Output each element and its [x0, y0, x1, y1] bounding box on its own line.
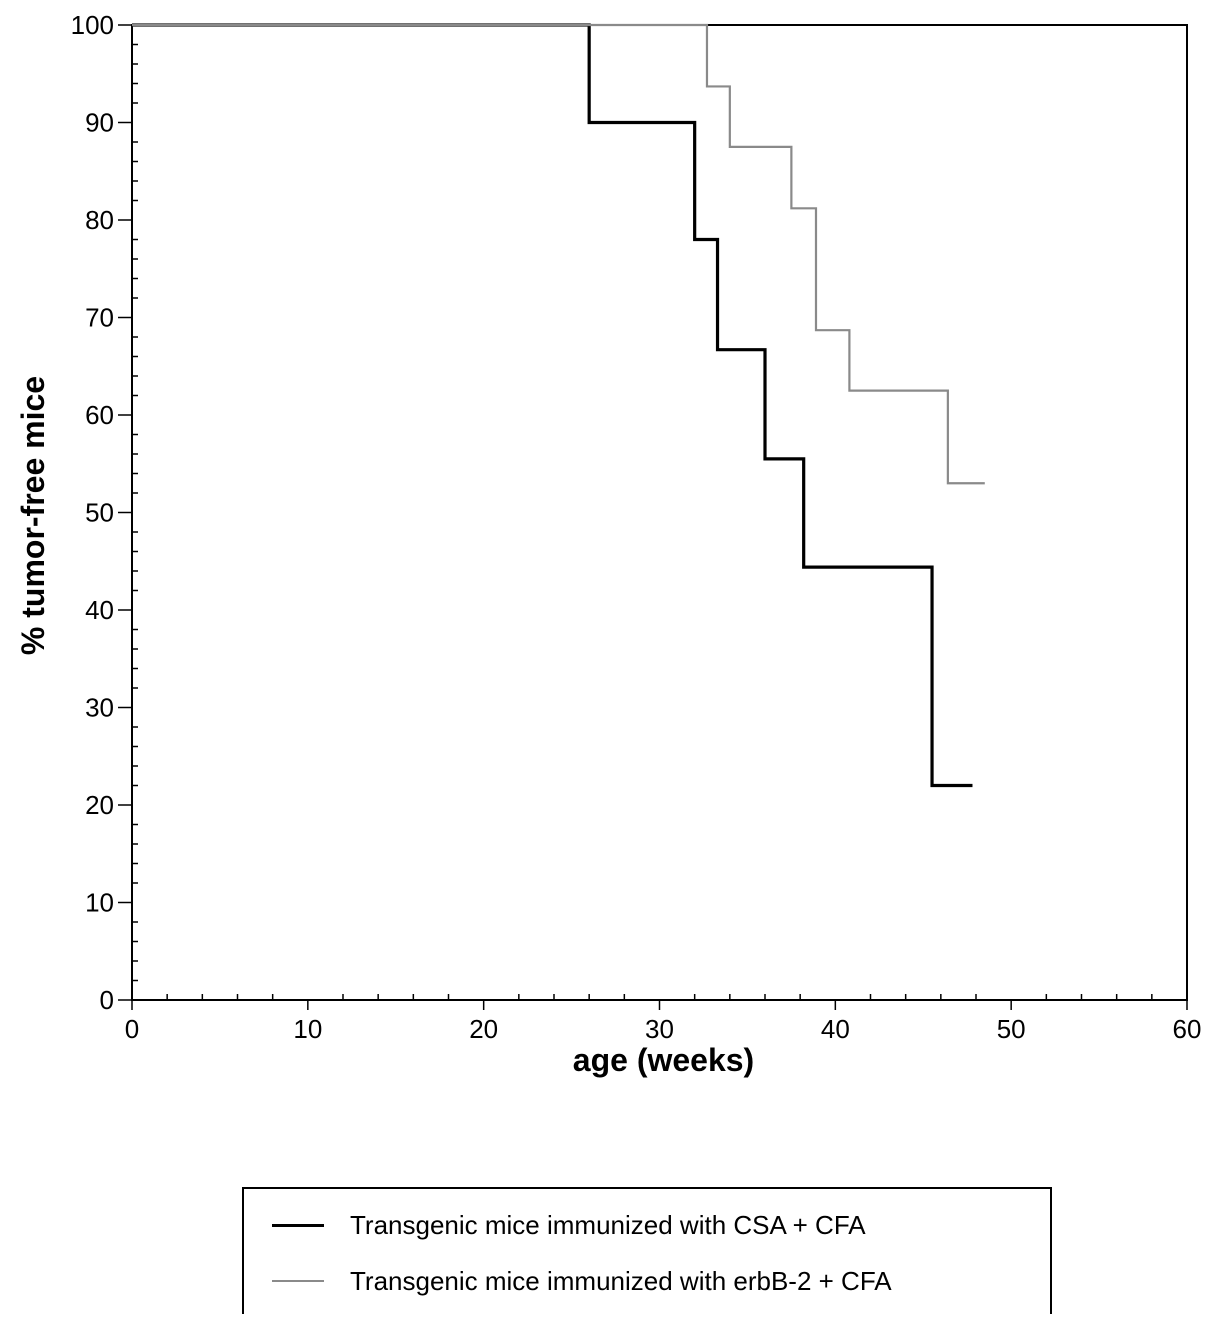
y-tick-label: 40 [85, 595, 114, 625]
x-axis-title: age (weeks) [573, 1042, 754, 1078]
x-tick-label: 10 [293, 1014, 322, 1044]
legend-item-csa: Transgenic mice immunized with CSA + CFA [244, 1205, 866, 1245]
x-tick-label: 40 [821, 1014, 850, 1044]
legend-label-csa: Transgenic mice immunized with CSA + CFA [350, 1209, 866, 1240]
legend-label-erbb2: Transgenic mice immunized with erbB-2 + … [350, 1265, 892, 1296]
legend: Transgenic mice immunized with CSA + CFA… [242, 1187, 1052, 1314]
y-tick-label: 10 [85, 888, 114, 918]
y-axis-title: % tumor-free mice [15, 376, 51, 655]
y-tick-label: 0 [100, 985, 114, 1015]
y-tick-label: 20 [85, 790, 114, 820]
y-tick-label: 90 [85, 108, 114, 138]
series-line-csa [132, 23, 973, 788]
legend-swatch-erbb2 [272, 1280, 324, 1282]
y-tick-label: 70 [85, 303, 114, 333]
x-tick-label: 50 [997, 1014, 1026, 1044]
x-tick-label: 60 [1173, 1014, 1202, 1044]
legend-item-erbb2: Transgenic mice immunized with erbB-2 + … [244, 1261, 892, 1301]
x-tick-label: 30 [645, 1014, 674, 1044]
legend-swatch-csa [272, 1223, 324, 1227]
x-tick-label: 20 [469, 1014, 498, 1044]
x-tick-label: 0 [125, 1014, 139, 1044]
y-tick-label: 80 [85, 205, 114, 235]
y-tick-label: 100 [71, 10, 114, 40]
plot-frame [131, 24, 1188, 1001]
y-tick-label: 30 [85, 693, 114, 723]
y-tick-label: 50 [85, 498, 114, 528]
series-line-erbb2 [132, 23, 985, 485]
y-tick-label: 60 [85, 400, 114, 430]
